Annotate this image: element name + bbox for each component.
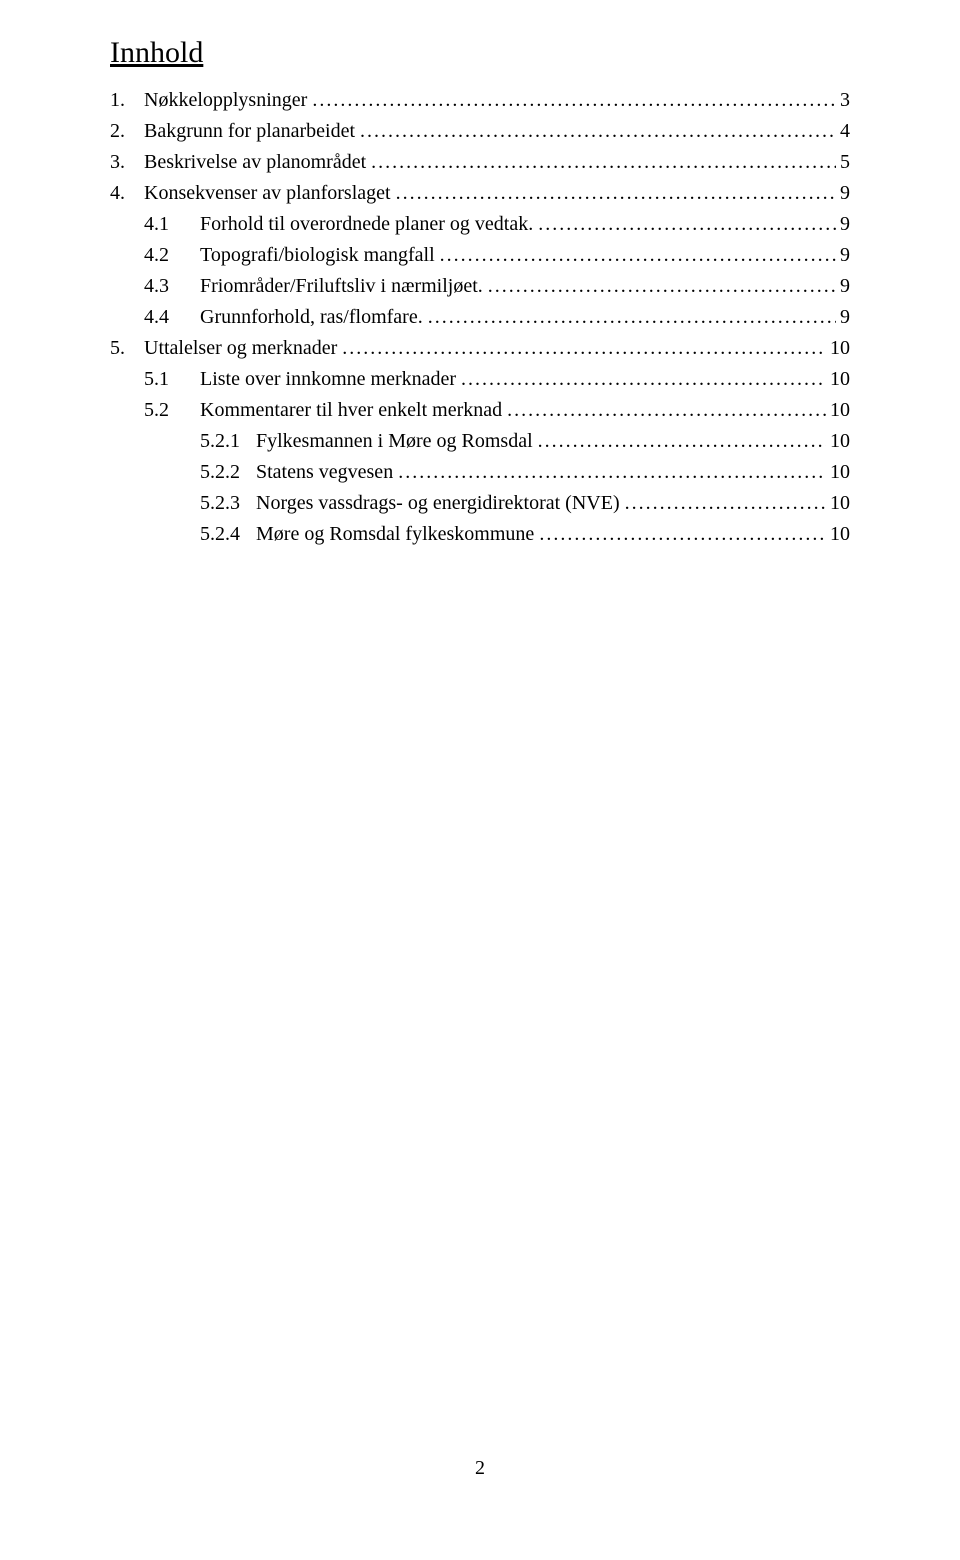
table-of-contents: 1.Nøkkelopplysninger 32.Bakgrunn for pla… bbox=[110, 86, 850, 549]
page-number: 2 bbox=[0, 1457, 960, 1480]
toc-entry-number: 3. bbox=[110, 148, 144, 177]
toc-leader-dots bbox=[371, 148, 836, 177]
toc-entry-label: Liste over innkomne merknader bbox=[200, 365, 456, 394]
toc-entry: 4.Konsekvenser av planforslaget 9 bbox=[110, 179, 850, 208]
toc-leader-dots bbox=[538, 210, 836, 239]
toc-entry: 5.2.1Fylkesmannen i Møre og Romsdal 10 bbox=[110, 427, 850, 456]
toc-entry: 5.2.3Norges vassdrags- og energidirektor… bbox=[110, 489, 850, 518]
toc-entry-label: Forhold til overordnede planer og vedtak… bbox=[200, 210, 533, 239]
toc-entry-number: 5.2.2 bbox=[200, 458, 256, 487]
toc-leader-dots bbox=[538, 427, 826, 456]
toc-entry-page: 9 bbox=[836, 272, 850, 301]
toc-entry: 4.3Friområder/Friluftsliv i nærmiljøet. … bbox=[110, 272, 850, 301]
toc-entry-label: Norges vassdrags- og energidirektorat (N… bbox=[256, 489, 620, 518]
toc-entry: 1.Nøkkelopplysninger 3 bbox=[110, 86, 850, 115]
toc-leader-dots bbox=[488, 272, 836, 301]
toc-entry-page: 9 bbox=[836, 241, 850, 270]
toc-entry-page: 10 bbox=[826, 365, 850, 394]
toc-entry-label: Nøkkelopplysninger bbox=[144, 86, 307, 115]
toc-leader-dots bbox=[398, 458, 826, 487]
toc-entry-label: Grunnforhold, ras/flomfare. bbox=[200, 303, 423, 332]
toc-leader-dots bbox=[539, 520, 826, 549]
toc-entry-page: 10 bbox=[826, 489, 850, 518]
toc-entry-label: Konsekvenser av planforslaget bbox=[144, 179, 391, 208]
toc-leader-dots bbox=[461, 365, 826, 394]
toc-entry-number: 5.2 bbox=[144, 396, 200, 425]
toc-leader-dots bbox=[625, 489, 826, 518]
toc-entry-number: 5.2.1 bbox=[200, 427, 256, 456]
toc-entry-number: 4.1 bbox=[144, 210, 200, 239]
toc-entry-page: 9 bbox=[836, 210, 850, 239]
toc-entry-number: 5.1 bbox=[144, 365, 200, 394]
toc-entry-page: 9 bbox=[836, 179, 850, 208]
toc-leader-dots bbox=[440, 241, 836, 270]
toc-entry: 5.2Kommentarer til hver enkelt merknad 1… bbox=[110, 396, 850, 425]
toc-entry: 4.4Grunnforhold, ras/flomfare. 9 bbox=[110, 303, 850, 332]
toc-leader-dots bbox=[312, 86, 836, 115]
toc-entry-page: 10 bbox=[826, 458, 850, 487]
toc-entry-label: Møre og Romsdal fylkeskommune bbox=[256, 520, 534, 549]
toc-entry-label: Friområder/Friluftsliv i nærmiljøet. bbox=[200, 272, 483, 301]
toc-entry-label: Uttalelser og merknader bbox=[144, 334, 337, 363]
toc-entry-number: 5. bbox=[110, 334, 144, 363]
toc-entry-page: 3 bbox=[836, 86, 850, 115]
toc-leader-dots bbox=[360, 117, 836, 146]
toc-entry-label: Beskrivelse av planområdet bbox=[144, 148, 366, 177]
toc-leader-dots bbox=[507, 396, 826, 425]
toc-heading: Innhold bbox=[110, 36, 850, 70]
toc-entry-label: Statens vegvesen bbox=[256, 458, 393, 487]
toc-entry-page: 10 bbox=[826, 396, 850, 425]
toc-entry-page: 9 bbox=[836, 303, 850, 332]
toc-entry-page: 10 bbox=[826, 334, 850, 363]
toc-entry-number: 4. bbox=[110, 179, 144, 208]
toc-entry-page: 5 bbox=[836, 148, 850, 177]
toc-leader-dots bbox=[428, 303, 836, 332]
toc-entry-number: 1. bbox=[110, 86, 144, 115]
toc-entry: 2.Bakgrunn for planarbeidet 4 bbox=[110, 117, 850, 146]
toc-entry: 5.2.2Statens vegvesen 10 bbox=[110, 458, 850, 487]
toc-entry-page: 4 bbox=[836, 117, 850, 146]
toc-entry-label: Bakgrunn for planarbeidet bbox=[144, 117, 355, 146]
toc-entry-number: 2. bbox=[110, 117, 144, 146]
toc-entry-label: Kommentarer til hver enkelt merknad bbox=[200, 396, 502, 425]
toc-entry-number: 4.3 bbox=[144, 272, 200, 301]
toc-entry: 3.Beskrivelse av planområdet 5 bbox=[110, 148, 850, 177]
toc-entry: 4.1Forhold til overordnede planer og ved… bbox=[110, 210, 850, 239]
toc-entry: 5.Uttalelser og merknader 10 bbox=[110, 334, 850, 363]
toc-entry-number: 5.2.4 bbox=[200, 520, 256, 549]
toc-leader-dots bbox=[342, 334, 826, 363]
toc-entry: 4.2Topografi/biologisk mangfall 9 bbox=[110, 241, 850, 270]
toc-entry: 5.2.4Møre og Romsdal fylkeskommune 10 bbox=[110, 520, 850, 549]
toc-entry-page: 10 bbox=[826, 520, 850, 549]
toc-entry-number: 4.4 bbox=[144, 303, 200, 332]
toc-entry-page: 10 bbox=[826, 427, 850, 456]
toc-entry: 5.1Liste over innkomne merknader 10 bbox=[110, 365, 850, 394]
toc-leader-dots bbox=[396, 179, 836, 208]
toc-entry-label: Topografi/biologisk mangfall bbox=[200, 241, 435, 270]
toc-entry-label: Fylkesmannen i Møre og Romsdal bbox=[256, 427, 533, 456]
toc-entry-number: 5.2.3 bbox=[200, 489, 256, 518]
toc-entry-number: 4.2 bbox=[144, 241, 200, 270]
